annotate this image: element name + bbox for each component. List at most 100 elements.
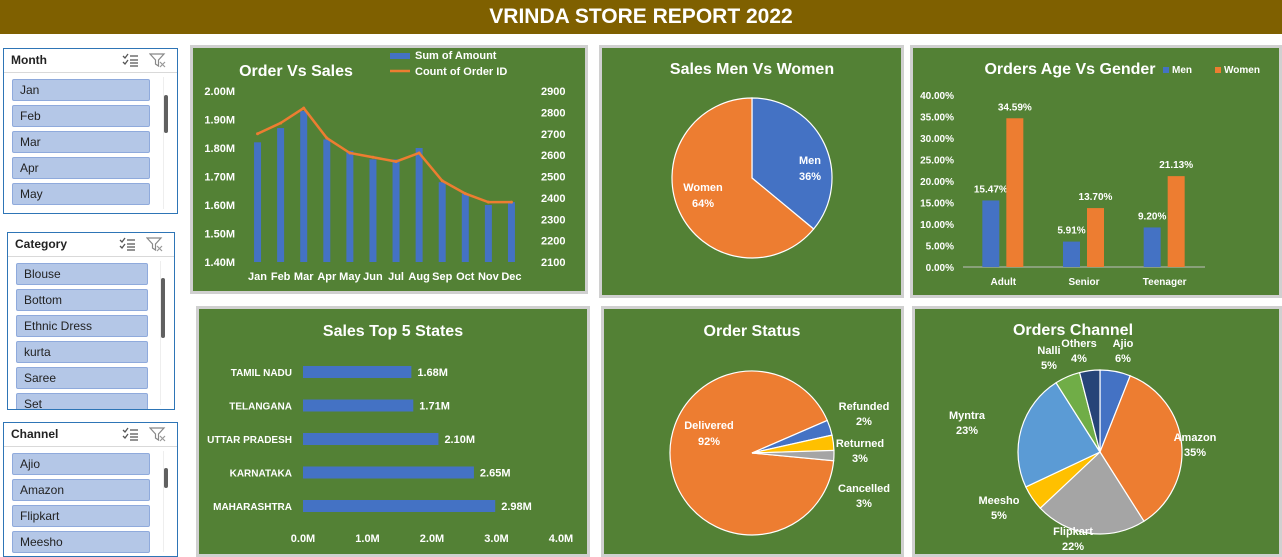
slice-label-others: Others <box>1061 338 1096 350</box>
state-bar-maharashtra <box>303 500 496 512</box>
channel-slicer-header: Channel <box>4 423 177 447</box>
women-bar-adult <box>1006 118 1024 267</box>
pie-slice-others <box>1078 369 1101 453</box>
chart-title: Orders Age Vs Gender <box>984 61 1155 78</box>
category-slicer-scrollbar[interactable] <box>160 261 165 405</box>
data-label-women-senior: 13.70% <box>1079 192 1113 203</box>
amount-bar-jan <box>254 142 262 262</box>
category-slicer-item-bottom[interactable]: Bottom <box>16 289 148 311</box>
clear-filter-icon[interactable] <box>145 236 164 252</box>
slice-label-nalli: Nalli <box>1037 345 1060 357</box>
y-axis-tick: 30.00% <box>920 134 954 145</box>
order-vs-sales-panel: Order Vs Sales 1.40M 1.50M 1.60M 1.70M 1.80M 1… <box>190 45 588 294</box>
pie-slice-refunded <box>751 449 835 462</box>
sales-men-women-chart: Sales Men Vs Women Men 36% Women 64% <box>670 61 834 259</box>
category-slicer-item-set[interactable]: Set <box>16 393 148 409</box>
channel-slicer-item-ajio[interactable]: Ajio <box>12 453 150 475</box>
right-axis-tick: 2400 <box>541 193 565 205</box>
x-axis-tick: Dec <box>501 271 521 283</box>
men-bar-adult <box>982 200 1000 267</box>
clear-filter-icon[interactable] <box>148 52 167 68</box>
legend-swatch-amount <box>390 53 410 59</box>
category-slicer-item-ethnic-dress[interactable]: Ethnic Dress <box>16 315 148 337</box>
month-slicer-item-feb[interactable]: Feb <box>12 105 150 127</box>
slice-label-myntra: Myntra <box>949 410 986 422</box>
state-label-telangana: TELANGANA <box>229 402 292 413</box>
channel-slicer-item-meesho[interactable]: Meesho <box>12 531 150 553</box>
orders-age-gender-panel: Orders Age Vs Gender 0.00% 5.00% 10.00% 15.0… <box>910 45 1282 298</box>
y-axis-tick: 25.00% <box>920 156 954 167</box>
slice-value-amazon: 35% <box>1184 447 1206 459</box>
category-slicer-item-blouse[interactable]: Blouse <box>16 263 148 285</box>
state-label-tamil-nadu: TAMIL NADU <box>231 368 292 379</box>
left-axis-tick: 1.60M <box>204 200 235 212</box>
channel-slicer-scrollbar[interactable] <box>163 451 168 552</box>
state-label-maharashtra: MAHARASHTRA <box>213 502 292 513</box>
data-label-women-teenager: 21.13% <box>1159 160 1193 171</box>
order-count-point-apr <box>325 136 329 140</box>
multi-select-icon[interactable] <box>118 236 136 252</box>
order-count-point-may <box>348 151 352 155</box>
chart-title: Order Vs Sales <box>239 63 353 80</box>
left-axis-tick: 1.70M <box>204 172 235 184</box>
slice-label-returned: Returned <box>836 438 884 450</box>
slice-value-returned: 3% <box>852 453 868 465</box>
month-slicer-item-mar[interactable]: Mar <box>12 131 150 153</box>
x-axis-tick: Nov <box>478 271 500 283</box>
x-axis-tick: Sep <box>432 271 452 283</box>
slice-value-meesho: 5% <box>991 510 1007 522</box>
women-bar-teenager <box>1167 176 1185 267</box>
amount-bar-nov <box>484 205 492 262</box>
pie-slice-myntra <box>1017 381 1101 488</box>
x-axis-tick: 3.0M <box>484 533 508 545</box>
slice-label-ajio: Ajio <box>1113 338 1134 350</box>
multi-select-icon[interactable] <box>121 52 139 68</box>
order-count-point-feb <box>279 121 283 125</box>
month-slicer-item-may[interactable]: May <box>12 183 150 205</box>
month-slicer-scrollbar[interactable] <box>163 77 168 209</box>
order-count-point-jan <box>256 132 260 136</box>
slice-value-refunded: 2% <box>856 416 872 428</box>
x-axis-tick: Adult <box>991 277 1017 288</box>
right-axis-tick: 2100 <box>541 257 565 269</box>
right-axis-tick: 2800 <box>541 107 565 119</box>
state-label-uttar-pradesh: UTTAR PRADESH <box>207 435 292 446</box>
women-bar-senior <box>1087 208 1104 267</box>
category-slicer-scroll-thumb[interactable] <box>161 278 165 338</box>
channel-slicer-item-flipkart[interactable]: Flipkart <box>12 505 150 527</box>
clear-filter-icon[interactable] <box>148 426 167 442</box>
slice-label-delivered: Delivered <box>684 420 734 432</box>
channel-slicer: Channel Ajio Amazon Flipkart Meesho <box>3 422 178 557</box>
channel-slicer-item-amazon[interactable]: Amazon <box>12 479 150 501</box>
month-slicer-scroll-thumb[interactable] <box>164 95 168 133</box>
slice-value-others: 4% <box>1071 353 1087 365</box>
channel-slicer-scroll-thumb[interactable] <box>164 468 168 488</box>
x-axis-tick: Teenager <box>1143 277 1187 288</box>
month-slicer-item-apr[interactable]: Apr <box>12 157 150 179</box>
amount-bar-dec <box>507 202 515 262</box>
amount-bar-may <box>346 150 354 262</box>
y-axis-tick: 15.00% <box>920 199 954 210</box>
slice-value-cancelled: 3% <box>856 498 872 510</box>
amount-bar-jul <box>392 159 400 262</box>
order-count-point-jul <box>394 160 398 164</box>
orders-channel-panel: Orders Channel Ajio 6% Amazon 35% Flipkart 22%… <box>912 306 1282 557</box>
y-axis-tick: 20.00% <box>920 177 954 188</box>
y-axis-tick: 5.00% <box>926 242 954 253</box>
right-axis-tick: 2200 <box>541 236 565 248</box>
category-slicer-header: Category <box>8 233 174 257</box>
chart-title: Sales Men Vs Women <box>670 61 834 78</box>
month-slicer-header: Month <box>4 49 177 73</box>
left-axis-tick: 2.00M <box>204 86 235 98</box>
y-axis-tick: 40.00% <box>920 91 954 102</box>
slice-value-delivered: 92% <box>698 436 720 448</box>
month-slicer-item-jan[interactable]: Jan <box>12 79 150 101</box>
state-value-tamil-nadu: 1.68M <box>417 367 448 379</box>
x-axis-tick: 1.0M <box>355 533 379 545</box>
slice-value-men: 36% <box>799 171 821 183</box>
category-slicer-item-kurta[interactable]: kurta <box>16 341 148 363</box>
multi-select-icon[interactable] <box>121 426 139 442</box>
category-slicer-item-saree[interactable]: Saree <box>16 367 148 389</box>
left-axis-tick: 1.80M <box>204 143 235 155</box>
